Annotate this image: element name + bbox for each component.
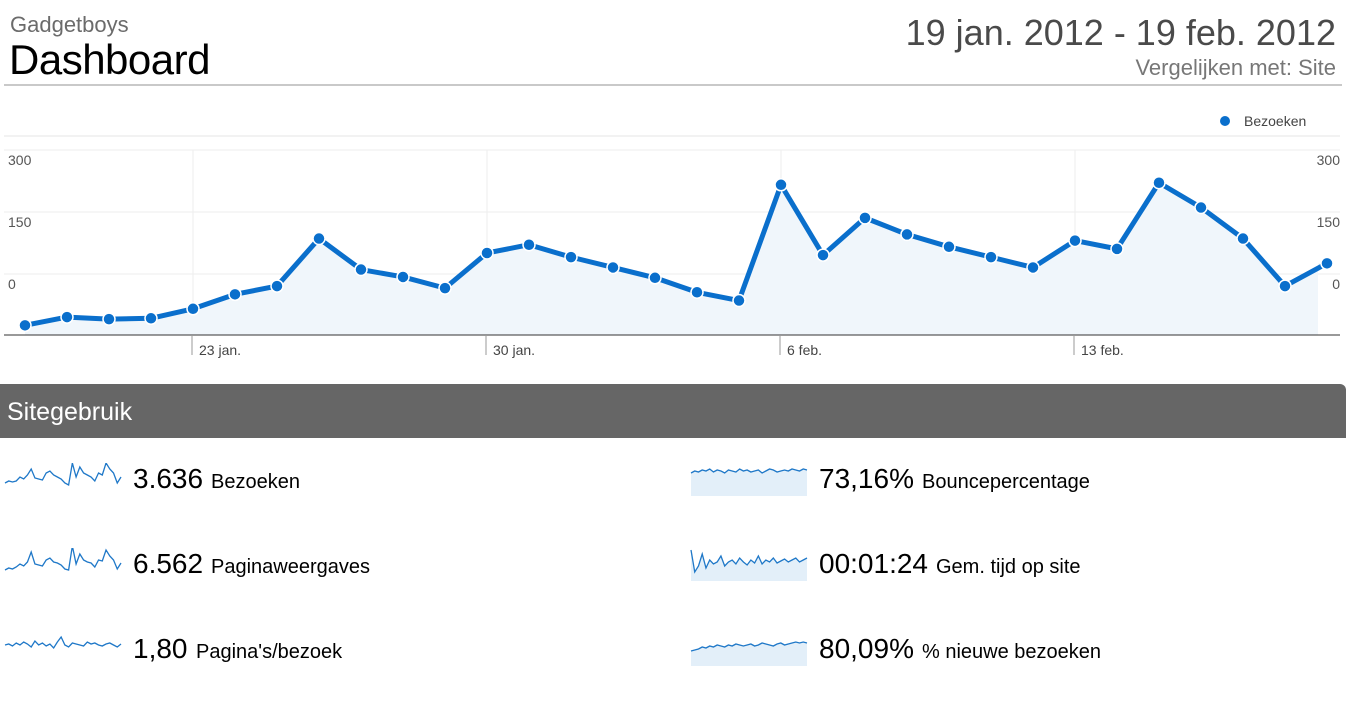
data-point[interactable]: [816, 248, 830, 262]
sparkline-line: [690, 641, 808, 652]
data-point[interactable]: [1320, 256, 1334, 271]
metric-value: 00:01:24: [819, 548, 928, 579]
sparkline-line: [690, 549, 808, 574]
metric-label: % nieuwe bezoeken: [922, 641, 1102, 663]
data-point[interactable]: [690, 285, 704, 300]
data-point[interactable]: [354, 262, 368, 277]
data-point[interactable]: [480, 246, 494, 260]
metric-value: 3.636: [133, 463, 204, 494]
page-title: Dashboard: [9, 36, 210, 83]
data-point[interactable]: [1110, 242, 1124, 256]
data-point[interactable]: [1278, 279, 1292, 293]
y-tick-label-left: 150: [8, 214, 32, 230]
sparkline-line: [4, 463, 122, 486]
y-tick-label-right: 0: [1332, 276, 1340, 292]
metric-label: Gem. tijd op site: [936, 556, 1081, 578]
data-point[interactable]: [1236, 231, 1250, 246]
x-tick-label: 23 jan.: [199, 342, 241, 358]
x-tick-label: 30 jan.: [493, 342, 535, 358]
sparkline-paginas-per-bezoek: [4, 635, 122, 650]
data-point[interactable]: [1152, 175, 1166, 190]
y-tick-label-right: 150: [1317, 214, 1341, 230]
site-name: Gadgetboys: [10, 12, 129, 37]
data-point[interactable]: [648, 271, 662, 285]
data-point[interactable]: [1068, 233, 1082, 248]
data-point[interactable]: [312, 231, 326, 246]
metric-value: 80,09%: [819, 633, 914, 664]
data-point[interactable]: [18, 318, 32, 333]
y-tick-label-left: 300: [8, 152, 32, 168]
data-point[interactable]: [774, 178, 788, 192]
metric-value: 73,16%: [819, 463, 914, 494]
data-point[interactable]: [144, 311, 158, 326]
section-header-sitegebruik: Sitegebruik: [0, 384, 1346, 438]
data-point[interactable]: [186, 302, 200, 316]
data-point[interactable]: [102, 312, 116, 326]
metric-label: Bouncepercentage: [922, 471, 1090, 493]
x-tick-label: 13 feb.: [1081, 342, 1124, 358]
legend-label: Bezoeken: [1244, 113, 1306, 129]
metric-label: Pagina's/bezoek: [196, 641, 343, 663]
sparkline-nieuwe-bezoeken: [690, 641, 808, 666]
sparkline-area: [691, 469, 807, 496]
date-range-selector[interactable]: 19 jan. 2012 - 19 feb. 2012: [905, 12, 1336, 53]
y-tick-label-right: 300: [1317, 152, 1341, 168]
series-line-bezoeken: [24, 180, 1329, 328]
legend-marker: [1220, 116, 1230, 126]
sparkline-area: [691, 550, 807, 581]
sparkline-line: [4, 635, 122, 650]
metric-value: 6.562: [133, 548, 204, 579]
sparkline-line: [4, 548, 122, 571]
header-divider: [4, 84, 1342, 86]
metric-label: Paginaweergaves: [211, 556, 370, 578]
compare-selector[interactable]: Vergelijken met: Site: [1135, 55, 1336, 80]
y-tick-label-left: 0: [8, 276, 16, 292]
metric-label: Bezoeken: [211, 471, 300, 493]
chart-area-fill: [25, 182, 1327, 335]
data-point[interactable]: [900, 227, 914, 242]
data-point[interactable]: [984, 250, 998, 264]
sparkline-line: [690, 468, 808, 474]
data-point[interactable]: [564, 250, 578, 264]
data-point[interactable]: [732, 293, 746, 308]
data-point[interactable]: [396, 270, 410, 284]
data-point[interactable]: [1026, 260, 1040, 275]
dashboard-header: Gadgetboys Dashboard 19 jan. 2012 - 19 f…: [0, 0, 1371, 90]
sparkline-area: [691, 642, 807, 666]
data-point[interactable]: [1194, 200, 1208, 215]
data-point[interactable]: [438, 281, 452, 295]
x-tick-label: 6 feb.: [787, 342, 822, 358]
visits-chart: 300 150 0 300 150 0 23 jan. 30 jan. 6 feb. 13 feb…: [4, 113, 1341, 358]
sparkline-bouncepercentage: [690, 468, 808, 496]
section-title: Sitegebruik: [7, 398, 133, 426]
data-point[interactable]: [228, 287, 242, 302]
data-point[interactable]: [606, 260, 620, 275]
data-point[interactable]: [270, 279, 284, 293]
sparkline-gem-tijd-op-site: [690, 549, 808, 581]
sparkline-bezoeken: [4, 463, 122, 486]
data-point[interactable]: [60, 310, 74, 324]
metric-value: 1,80: [133, 633, 188, 664]
data-point[interactable]: [522, 237, 536, 252]
data-point[interactable]: [858, 211, 872, 225]
sparkline-paginaweergaves: [4, 548, 122, 571]
data-point[interactable]: [942, 240, 956, 254]
